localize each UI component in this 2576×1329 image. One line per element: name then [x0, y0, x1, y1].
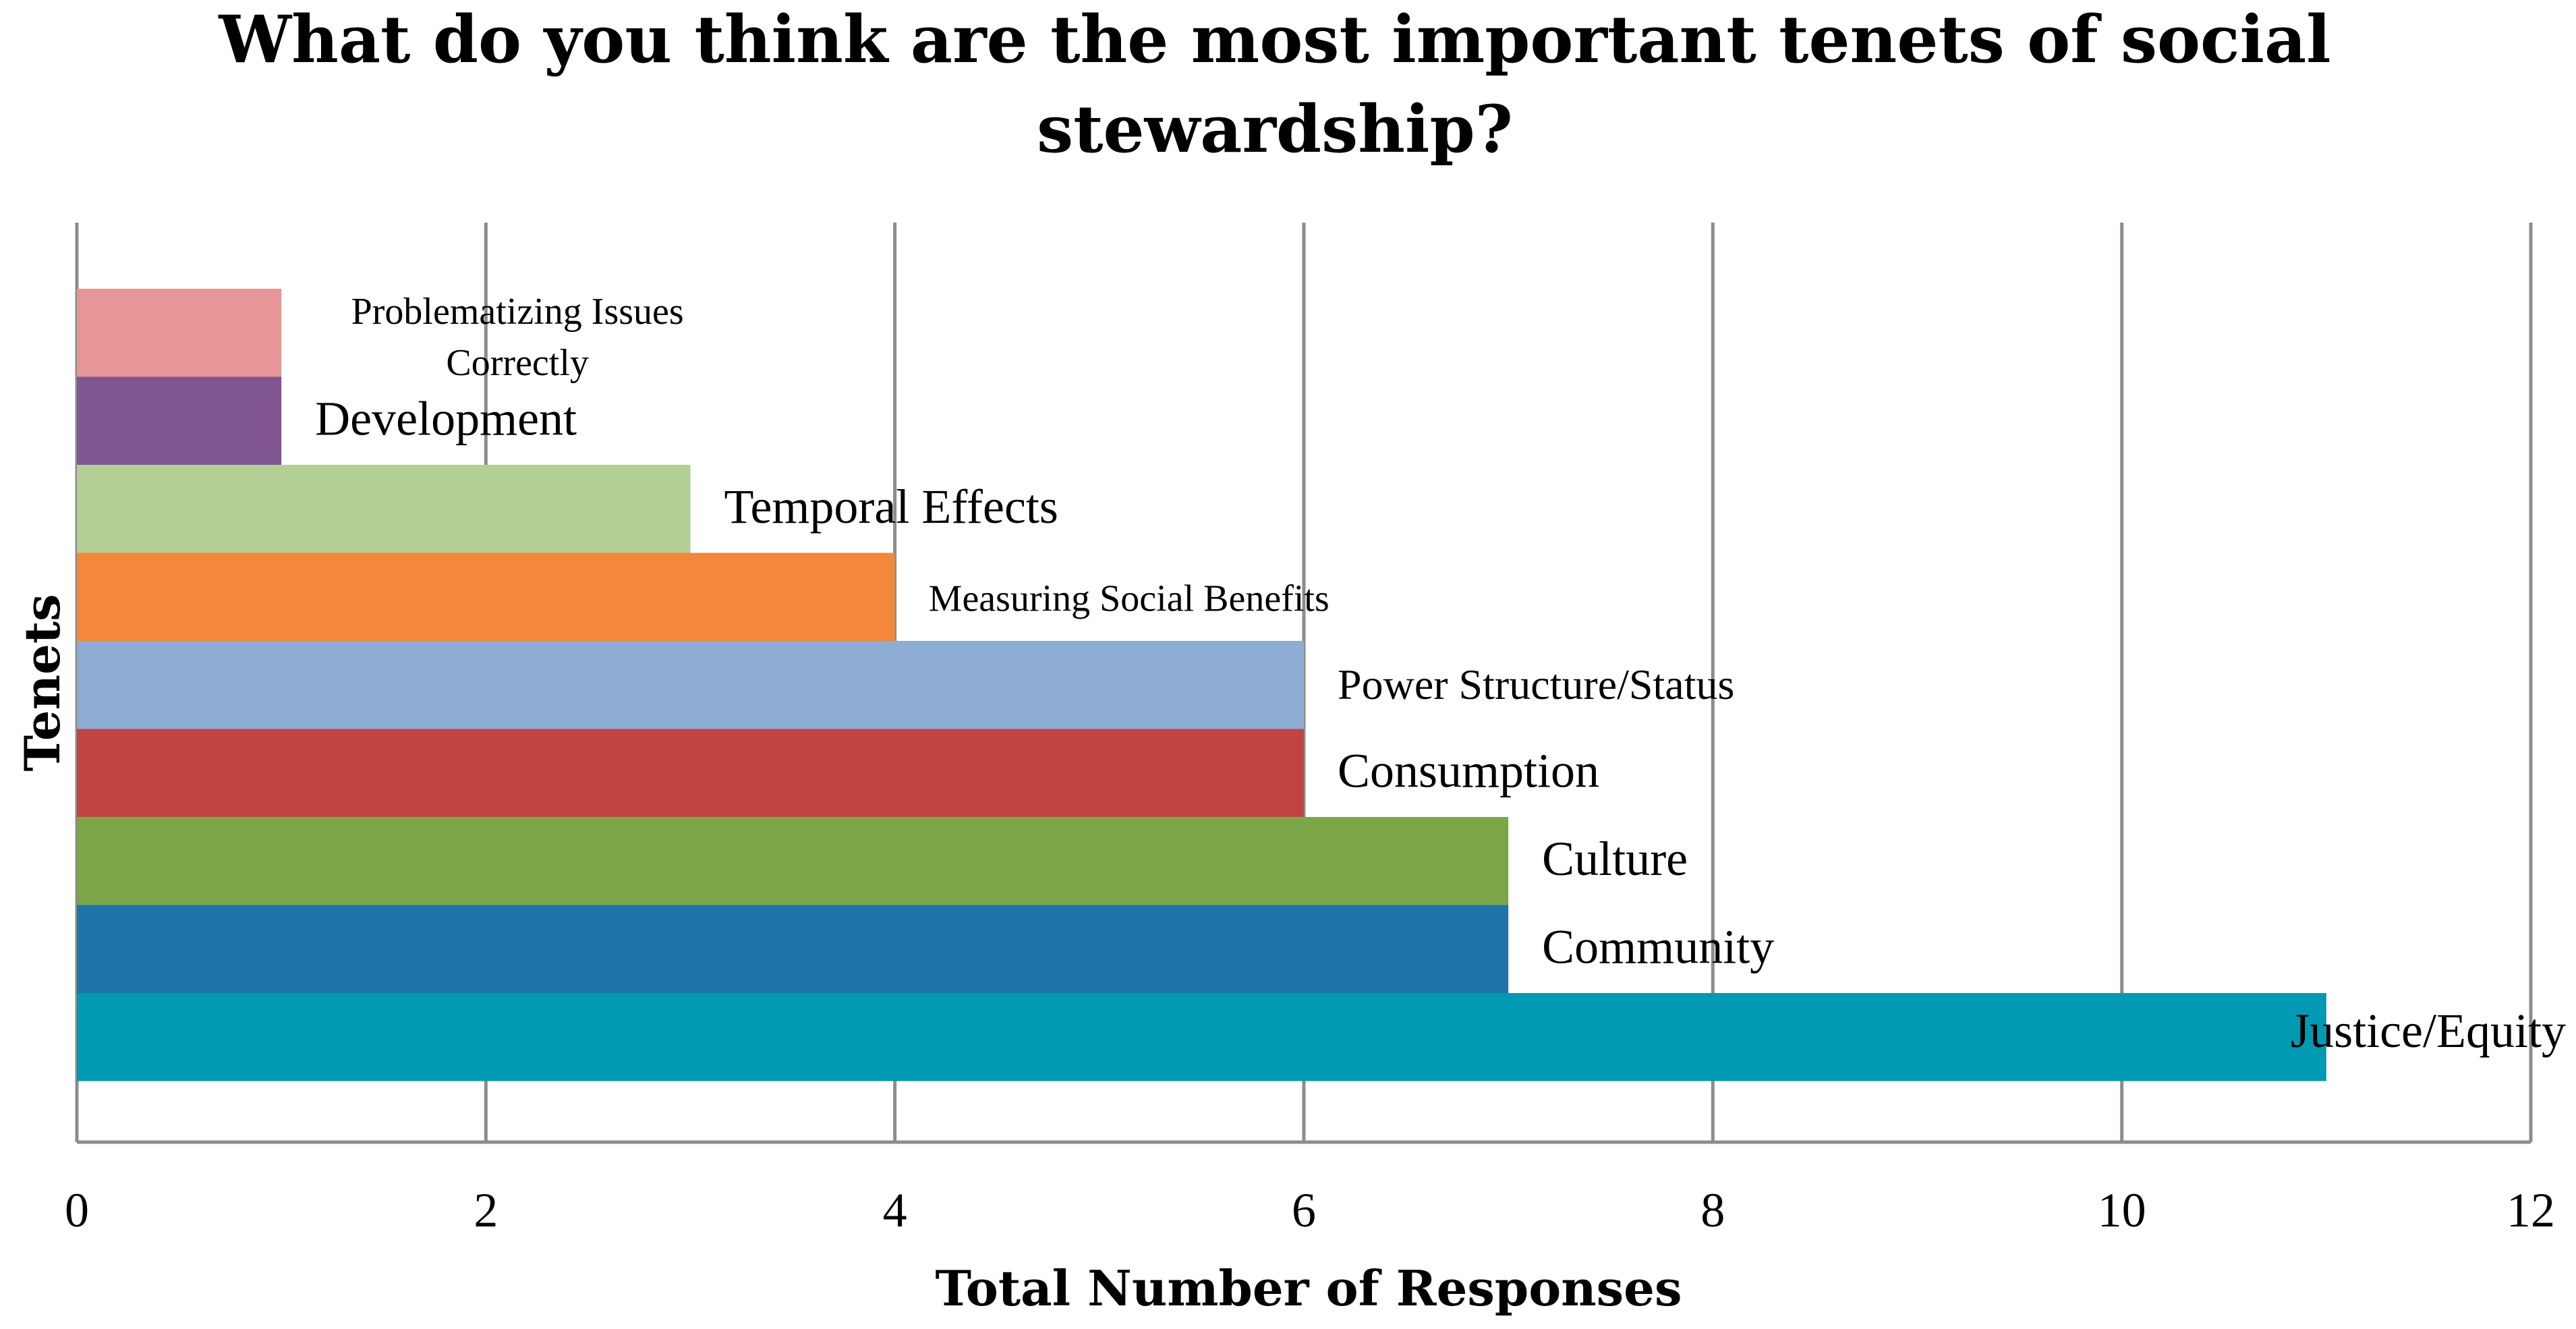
x-tick-label-4: 4: [883, 1183, 907, 1237]
bar-labels: Problematizing Issues Correctly Developmen…: [315, 291, 2566, 1058]
x-tick-label-2: 2: [474, 1183, 498, 1237]
chart-title-line-1: What do you think are the most important…: [218, 1, 2330, 78]
bar-3: [77, 553, 895, 641]
bar-label-1: Development: [315, 392, 577, 446]
x-tick-label-10: 10: [2098, 1183, 2146, 1237]
bar-label-4: Power Structure/Status: [1338, 660, 1734, 708]
bar-4: [77, 641, 1304, 729]
bar-label-2: Temporal Effects: [724, 480, 1058, 534]
bar-label-6: Culture: [1542, 832, 1688, 886]
x-tick-label-12: 12: [2507, 1183, 2555, 1237]
x-tick-label-0: 0: [65, 1183, 89, 1237]
bar-5: [77, 729, 1304, 817]
bar-2: [77, 465, 691, 553]
x-axis-label: Total Number of Responses: [936, 1260, 1682, 1317]
bar-label-5: Consumption: [1338, 744, 1599, 798]
x-tick-label-8: 8: [1700, 1183, 1725, 1237]
bar-label-3: Measuring Social Benefits: [929, 578, 1329, 620]
bar-7: [77, 905, 1509, 993]
bar-0: [77, 289, 282, 377]
bar-label-7: Community: [1542, 920, 1774, 974]
x-tick-label-6: 6: [1292, 1183, 1316, 1237]
bars: [77, 289, 2326, 1081]
bar-8: [77, 993, 2326, 1081]
x-axis-ticks: 0 2 4 6 8 10 12: [65, 1183, 2555, 1237]
bar-label-8: Justice/Equity: [2291, 1004, 2566, 1058]
bar-1: [77, 376, 282, 465]
chart-title: What do you think are the most important…: [218, 1, 2330, 167]
bar-label-0: Problematizing Issues Correctly: [351, 291, 684, 384]
y-axis-label: Tenets: [13, 594, 71, 771]
chart-title-line-2: stewardship?: [1037, 91, 1513, 167]
bar-6: [77, 817, 1509, 905]
